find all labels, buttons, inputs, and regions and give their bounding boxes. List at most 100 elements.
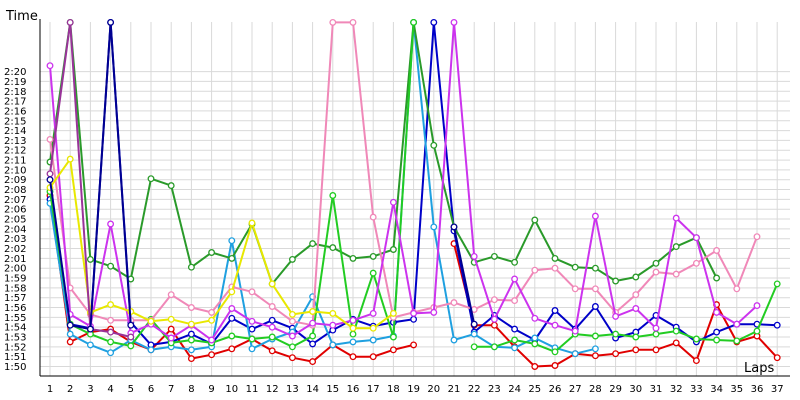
- data-point: [713, 328, 721, 336]
- data-point: [753, 302, 761, 310]
- data-point: [450, 336, 458, 344]
- data-point: [349, 338, 357, 346]
- data-point: [329, 309, 337, 317]
- y-tick-label: 2:00: [4, 264, 26, 275]
- data-point: [511, 344, 519, 352]
- x-tick-label: 17: [367, 384, 380, 395]
- data-point: [107, 262, 115, 270]
- data-point: [389, 346, 397, 354]
- x-tick-label: 3: [87, 384, 93, 395]
- data-point: [167, 334, 175, 342]
- data-point: [147, 346, 155, 354]
- data-point: [208, 308, 216, 316]
- data-point: [248, 325, 256, 333]
- y-tick-label: 2:06: [4, 205, 26, 216]
- x-tick-label: 5: [128, 384, 134, 395]
- data-point: [167, 315, 175, 323]
- data-point: [309, 240, 317, 248]
- series: [46, 18, 781, 370]
- y-tick-label: 2:09: [4, 175, 26, 186]
- data-point: [228, 332, 236, 340]
- data-point: [632, 346, 640, 354]
- y-tick-label: 2:16: [4, 106, 26, 117]
- x-tick-label: 36: [751, 384, 764, 395]
- data-point: [349, 353, 357, 361]
- series-line: [49, 158, 394, 330]
- data-point: [228, 314, 236, 322]
- x-tick-label: 16: [347, 384, 360, 395]
- data-point: [309, 308, 317, 315]
- data-point: [268, 303, 276, 310]
- data-point: [248, 345, 256, 353]
- data-point: [733, 337, 741, 345]
- data-point: [369, 213, 377, 221]
- data-point: [672, 243, 680, 251]
- x-tick-label: 23: [488, 384, 501, 395]
- data-point: [410, 341, 418, 349]
- series-line: [49, 21, 758, 327]
- x-tick-label: 27: [569, 384, 582, 395]
- data-point: [107, 338, 115, 346]
- data-point: [450, 223, 458, 231]
- data-point: [511, 258, 519, 266]
- data-point: [490, 343, 498, 351]
- data-point: [511, 325, 519, 333]
- data-point: [248, 219, 256, 227]
- data-point: [107, 18, 115, 26]
- data-point: [511, 336, 519, 344]
- x-tick-label: 29: [609, 384, 622, 395]
- y-tick-label: 1:56: [4, 303, 26, 314]
- data-point: [672, 270, 680, 278]
- data-point: [329, 192, 337, 199]
- data-point: [208, 316, 216, 324]
- data-point: [450, 299, 458, 307]
- x-tick-label: 13: [286, 384, 299, 395]
- y-tick-label: 2:11: [4, 156, 26, 167]
- data-point: [147, 175, 155, 183]
- data-point: [591, 303, 599, 310]
- data-point: [309, 340, 317, 348]
- x-tick-label: 34: [710, 384, 723, 395]
- y-tick-label: 2:15: [4, 116, 26, 127]
- data-point: [531, 340, 539, 348]
- x-tick-label: 37: [771, 384, 784, 395]
- data-point: [248, 288, 256, 296]
- data-point: [288, 332, 296, 340]
- x-tick-label: 6: [148, 384, 154, 395]
- x-tick-label: 18: [387, 384, 400, 395]
- data-point: [369, 324, 377, 332]
- data-point: [430, 223, 438, 231]
- data-point: [228, 345, 236, 353]
- data-point: [46, 170, 54, 178]
- data-point: [612, 277, 620, 285]
- data-point: [268, 316, 276, 324]
- data-point: [389, 309, 397, 317]
- data-point: [268, 333, 276, 341]
- data-point: [288, 255, 296, 263]
- y-tick-label: 2:17: [4, 97, 26, 108]
- y-tick-label: 1:51: [4, 352, 26, 363]
- axes: Time Laps: [5, 9, 790, 377]
- x-tick-label: 4: [107, 384, 113, 395]
- data-point: [349, 254, 357, 262]
- x-tick-label: 14: [306, 384, 319, 395]
- data-point: [430, 308, 438, 316]
- data-point: [309, 319, 317, 327]
- data-point: [288, 317, 296, 325]
- y-tick-label: 2:08: [4, 185, 26, 196]
- data-point: [632, 273, 640, 281]
- x-tick-label: 25: [528, 384, 541, 395]
- y-tick-label: 2:14: [4, 126, 26, 137]
- x-tick-label: 9: [208, 384, 214, 395]
- x-tick-label: 20: [427, 384, 440, 395]
- data-point: [187, 336, 195, 344]
- y-tick-label: 2:05: [4, 215, 26, 226]
- y-tick-label: 1:59: [4, 274, 26, 285]
- data-point: [692, 259, 700, 267]
- series-line: [474, 283, 779, 353]
- data-point: [551, 348, 559, 356]
- data-point: [228, 288, 236, 296]
- y-tick-label: 2:07: [4, 195, 26, 206]
- data-point: [672, 214, 680, 222]
